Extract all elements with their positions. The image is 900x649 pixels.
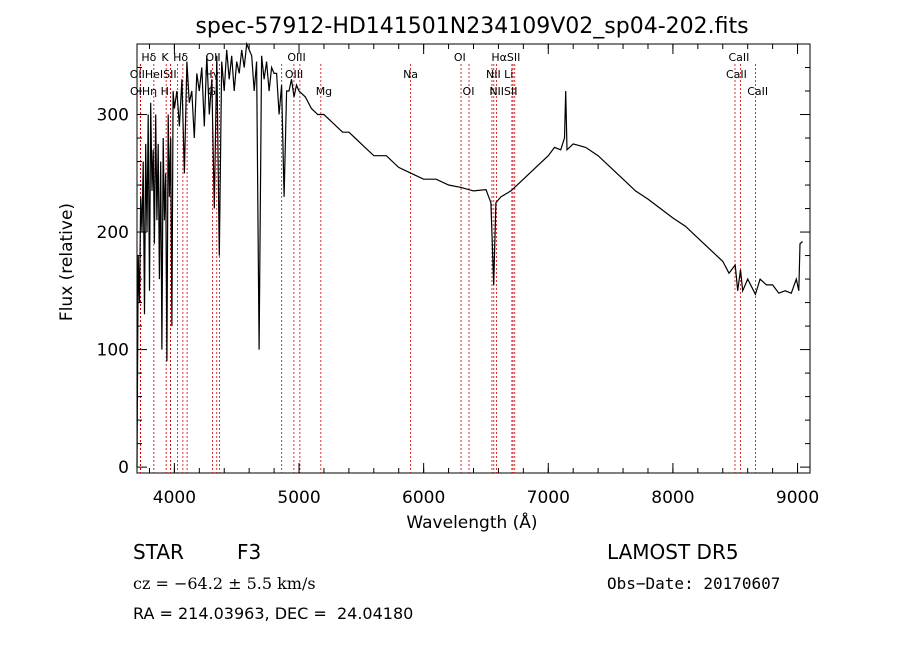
observation-date: Obs−Date: 20170607 [607,574,781,593]
y-tick-label: 200 [97,223,129,243]
line-marker-label: OIHη H [130,85,169,98]
spectrum-series-line [136,41,803,468]
line-marker-label: OI [454,51,466,64]
line-marker-label: OIII [287,51,305,64]
line-marker-label: OI [463,85,475,98]
line-marker-label: HαSII [491,51,520,64]
line-marker-label: Mg [316,85,332,98]
line-marker-label: OII [205,51,220,64]
survey-name: LAMOST DR5 [607,540,739,564]
coordinates: RA = 214.03963, DEC = 24.04180 [133,604,414,623]
line-marker-label: NIISII [489,85,517,98]
line-marker-label: NII Li [486,68,513,81]
x-tick-label: 5000 [277,488,320,508]
spectral-subclass: F3 [237,540,262,564]
x-tick-label: 7000 [527,488,570,508]
y-tick-label: 0 [118,458,129,478]
line-marker-label: K [161,51,169,64]
y-axis: 0 100 200 300 [97,67,810,478]
line-marker-label: OIIHeISII [130,68,177,81]
redshift-value: cz = −64.2 ± 5.5 km/s [133,574,316,593]
line-marker-label: Na [403,68,418,81]
x-tick-label: 4000 [153,488,196,508]
x-axis-label: Wavelength (Å) [406,511,537,533]
x-tick-label: 6000 [402,488,445,508]
line-marker-label: CaII [726,68,747,81]
line-markers [139,64,756,473]
line-marker-label: CaII [747,85,768,98]
chart-title: spec-57912-HD141501N234109V02_sp04-202.f… [195,14,748,39]
line-marker-label: Hδ [141,51,156,64]
plot-frame [136,43,811,474]
line-marker-label: OIII [285,68,303,81]
y-axis-label: Flux (relative) [57,203,77,321]
y-tick-label: 100 [97,341,129,361]
x-tick-label: 8000 [651,488,694,508]
y-tick-label: 300 [97,106,129,126]
line-marker-label: CaII [729,51,750,64]
object-type: STAR [133,540,184,564]
x-tick-label: 9000 [776,488,819,508]
line-marker-label: Hδ [173,51,188,64]
x-axis: 4000 5000 6000 7000 8000 9000 [148,44,819,508]
